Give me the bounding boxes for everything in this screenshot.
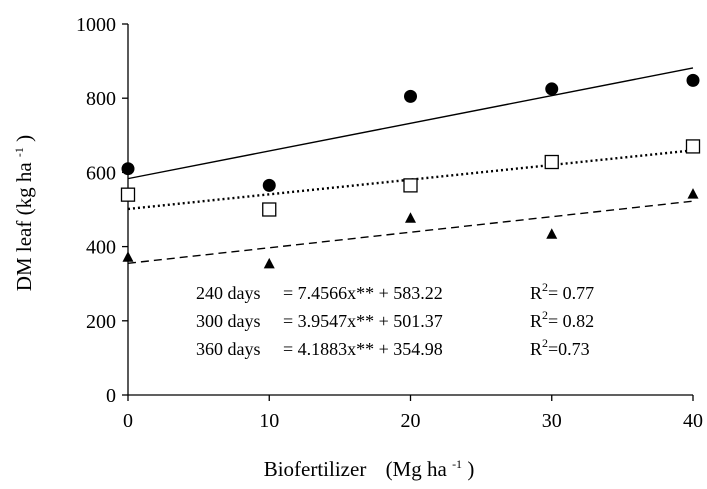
trend-lines [127,67,694,264]
y-axis-unit-prefix: (kg ha [12,162,36,216]
point-360-days [405,212,416,223]
point-300-days [685,139,701,154]
r2-exponent: 2 [542,336,548,350]
equation-r2: R2= 0.77 [530,280,594,303]
x-axis-label: Biofertilizer [264,457,367,481]
x-tick-label: 10 [259,410,279,432]
y-axis-label: DM leaf [12,221,36,292]
point-360-days [687,188,699,199]
y-axis-unit-exp: -1 [12,147,26,157]
r2-exponent: 2 [542,308,548,322]
trend-line-240-days [127,67,694,180]
r2-symbol: R [530,283,542,303]
y-tick-label: 600 [86,162,116,184]
y-tick-label: 0 [106,385,116,407]
x-axis-unit-suffix: ) [467,457,474,481]
r2-symbol: R [530,339,542,359]
x-axis-unit-exp: -1 [452,457,462,471]
equation-formula: = 7.4566x** + 583.22 [283,283,443,303]
x-axis-unit-prefix: (Mg ha [386,457,448,481]
equation-r2: R2= 0.82 [530,308,594,331]
point-300-days [262,202,277,217]
equation-series-label: 360 days [196,339,261,359]
point-300-days [544,154,559,170]
data-markers [120,73,701,269]
equation-formula: = 3.9547x** + 501.37 [283,311,443,331]
r2-value: =0.73 [548,339,590,359]
equation-series-label: 240 days [196,283,261,303]
x-tick-label: 0 [123,410,133,432]
y-tick-label: 400 [86,237,116,259]
r2-symbol: R [530,311,542,331]
r2-exponent: 2 [542,280,548,294]
y-axis-unit-suffix: ) [12,135,36,142]
y-tick-label: 800 [86,88,116,110]
y-axis-title: DM leaf (kg ha -1 ) [4,135,36,291]
point-240-days [404,89,417,103]
trend-line-360-days [127,200,694,264]
point-240-days [545,82,559,96]
point-360-days [546,228,558,239]
x-tick-label: 20 [401,410,421,432]
point-300-days [120,187,136,202]
x-axis-title: Biofertilizer (Mg ha -1 ) [264,449,475,481]
equation-series-label: 300 days [196,311,261,331]
r2-value: = 0.77 [548,283,594,303]
y-tick-label: 200 [86,311,116,333]
point-300-days [403,178,418,193]
y-tick-label: 1000 [76,14,116,36]
equation-block: 240 days = 7.4566x** + 583.22 R2= 0.77300 … [196,280,594,359]
point-360-days [122,251,134,262]
axes: 0 200 400 600 800 1000 0 10 20 30 40 [76,14,703,432]
equation-r2: R2=0.73 [530,336,590,359]
point-360-days [263,257,275,269]
x-tick-label: 30 [542,410,562,432]
x-tick-label: 40 [683,410,703,432]
equation-formula: = 4.1883x** + 354.98 [283,339,443,359]
r2-value: = 0.82 [548,311,594,331]
point-240-days [262,178,276,192]
point-240-days [686,73,700,87]
point-240-days [121,162,135,176]
